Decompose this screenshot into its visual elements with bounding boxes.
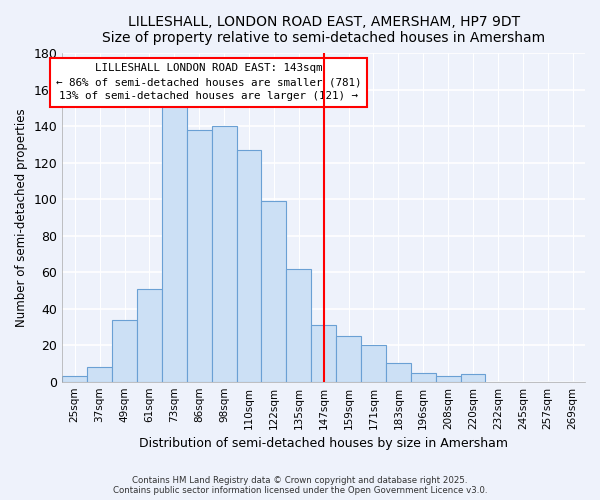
Bar [236,150,262,382]
Title: LILLESHALL, LONDON ROAD EAST, AMERSHAM, HP7 9DT
Size of property relative to sem: LILLESHALL, LONDON ROAD EAST, AMERSHAM, … [102,15,545,45]
Bar [262,201,286,382]
Text: Contains HM Land Registry data © Crown copyright and database right 2025.
Contai: Contains HM Land Registry data © Crown c… [113,476,487,495]
Bar [411,372,436,382]
Bar [361,345,386,382]
Bar [461,374,485,382]
Bar [386,364,411,382]
Y-axis label: Number of semi-detached properties: Number of semi-detached properties [15,108,28,327]
Bar [62,376,87,382]
Bar [336,336,361,382]
Bar [311,325,336,382]
Bar [137,288,162,382]
Bar [212,126,236,382]
X-axis label: Distribution of semi-detached houses by size in Amersham: Distribution of semi-detached houses by … [139,437,508,450]
Bar [162,106,187,382]
Bar [187,130,212,382]
Text: LILLESHALL LONDON ROAD EAST: 143sqm
← 86% of semi-detached houses are smaller (7: LILLESHALL LONDON ROAD EAST: 143sqm ← 86… [56,63,361,101]
Bar [112,320,137,382]
Bar [436,376,461,382]
Bar [286,268,311,382]
Bar [87,367,112,382]
